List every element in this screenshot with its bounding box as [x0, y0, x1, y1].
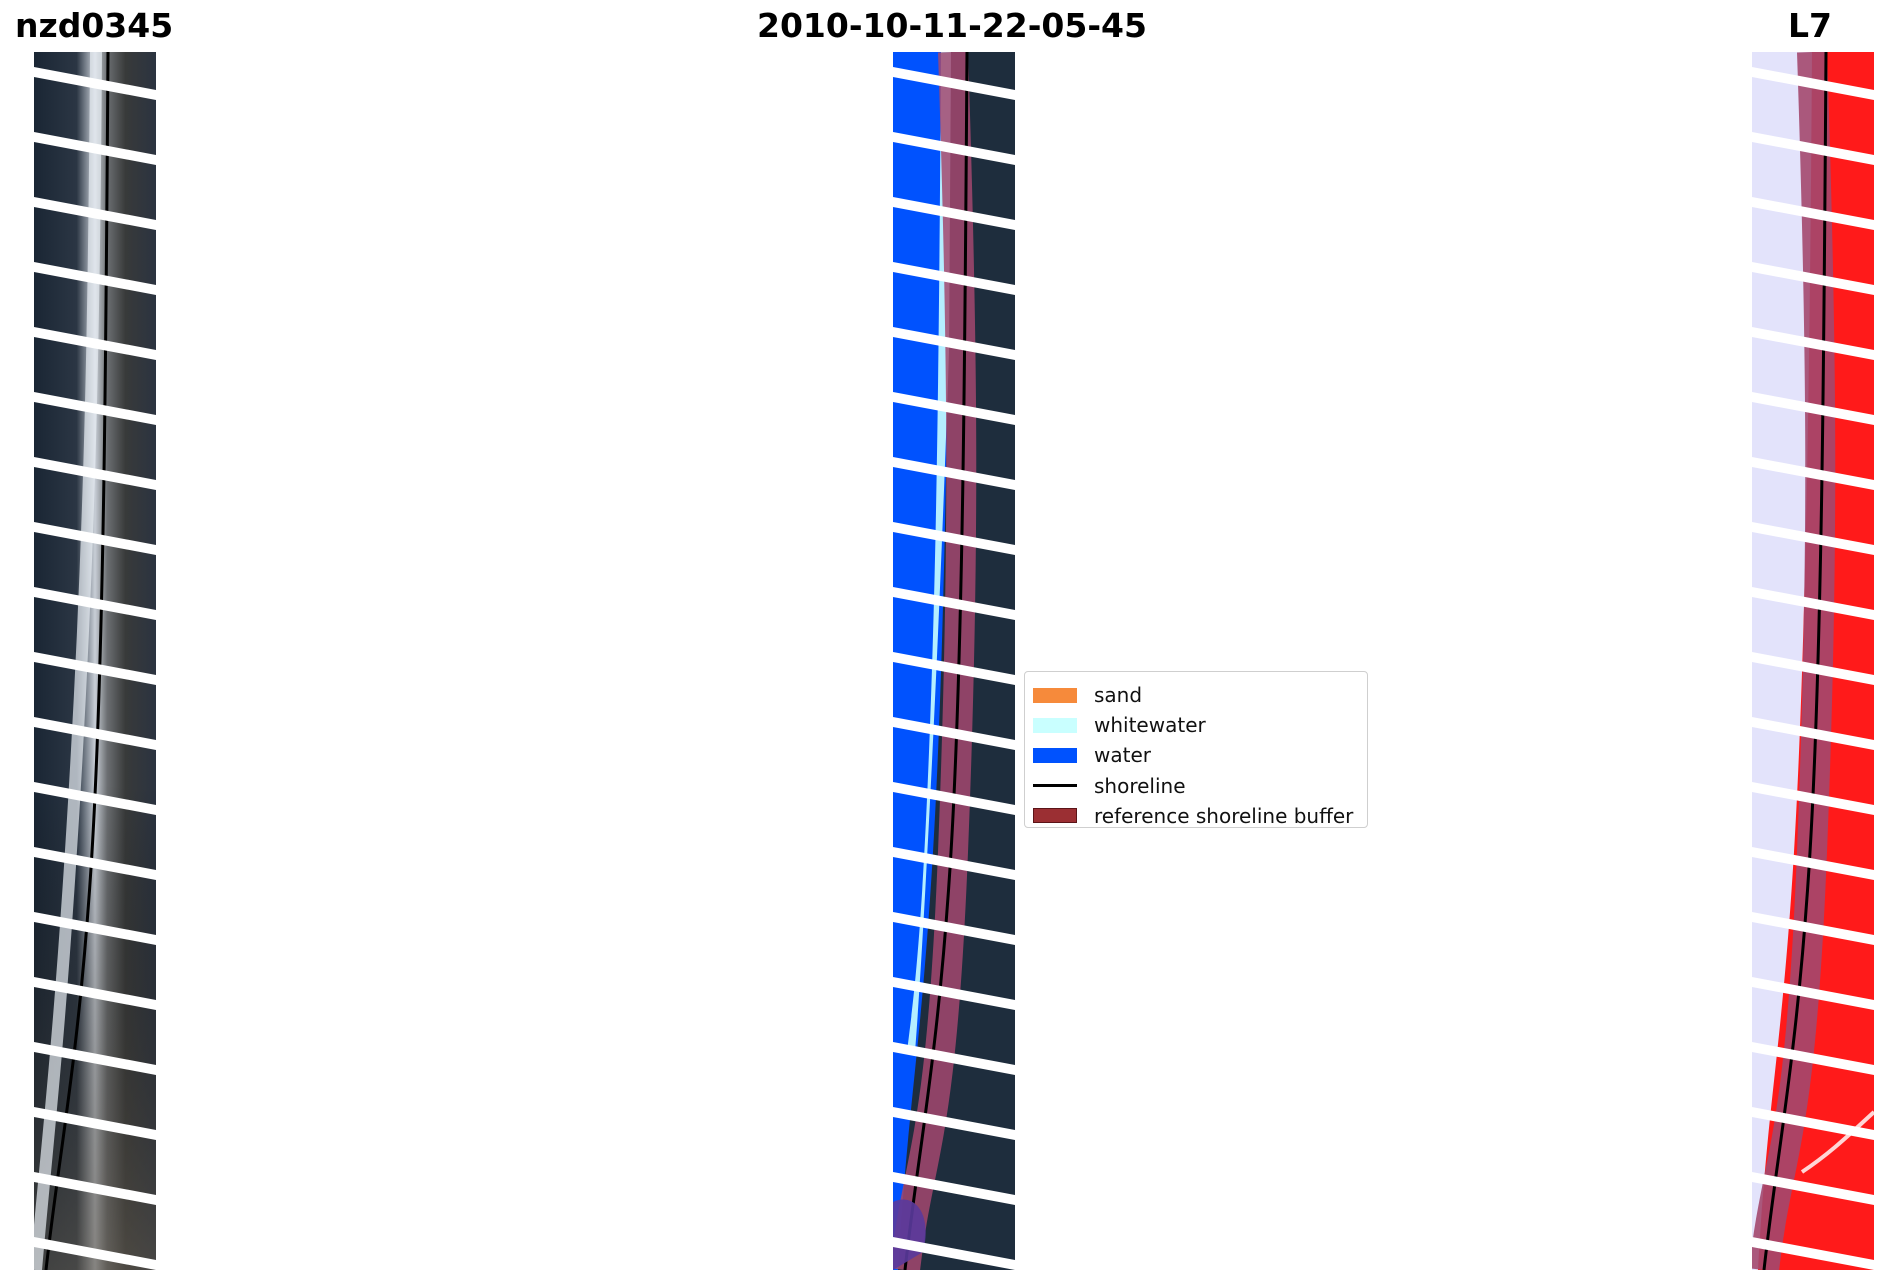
legend-label: reference shoreline buffer: [1094, 803, 1354, 828]
whitewater-swatch: [1033, 717, 1077, 733]
legend-label: shoreline: [1094, 773, 1186, 798]
legend-item-buffer: reference shoreline buffer: [1033, 801, 1367, 831]
rgb-image-panel: [34, 52, 156, 1270]
classification-image: [893, 52, 1015, 1270]
buffer-swatch: [1033, 808, 1077, 824]
site-title: nzd0345: [15, 6, 174, 45]
water-swatch: [1033, 747, 1077, 763]
legend-item-water: water: [1033, 740, 1367, 770]
satellite-title: L7: [1788, 6, 1832, 45]
sand-swatch: [1033, 687, 1077, 703]
date-title: 2010-10-11-22-05-45: [757, 6, 1147, 45]
water-index-image: [1752, 52, 1874, 1270]
legend-item-sand: sand: [1033, 680, 1367, 710]
rgb-image: [34, 52, 156, 1270]
legend-label: water: [1094, 743, 1151, 768]
scan-line-gaps: [34, 67, 156, 1270]
legend-label: whitewater: [1094, 713, 1206, 738]
shoreline-swatch: [1033, 784, 1077, 788]
legend-label: sand: [1094, 683, 1143, 708]
water-index-panel: [1752, 52, 1874, 1270]
legend-item-shoreline: shoreline: [1033, 771, 1367, 801]
legend-item-whitewater: whitewater: [1033, 710, 1367, 740]
classification-panel: [893, 52, 1015, 1270]
legend: sand whitewater water shoreline referenc…: [1024, 671, 1368, 828]
